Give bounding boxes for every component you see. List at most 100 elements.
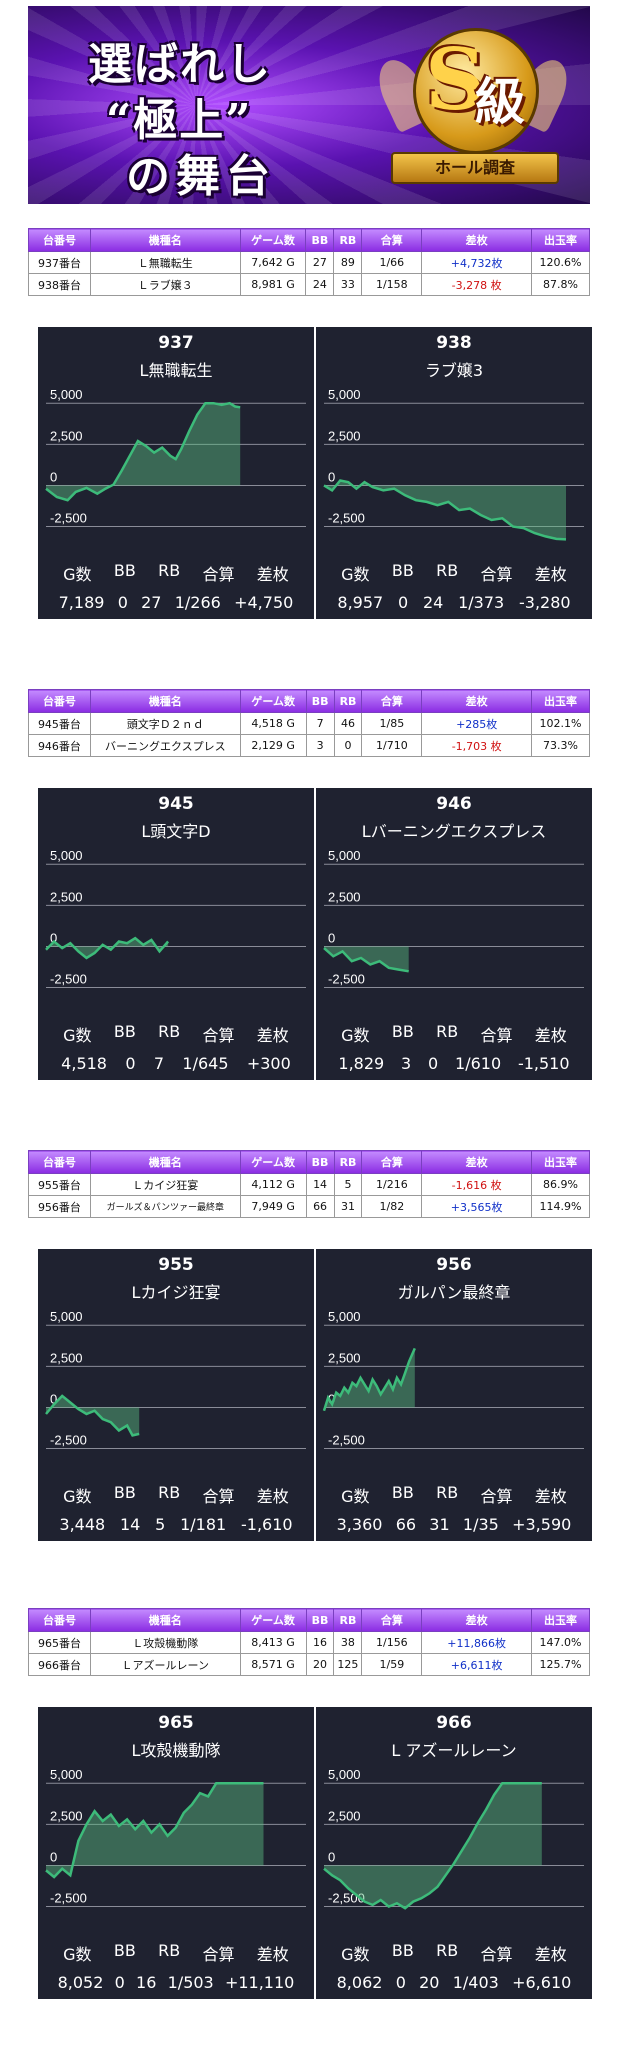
chart-machine-number: 937 bbox=[158, 333, 194, 353]
stat-header: RB bbox=[158, 1941, 181, 1960]
stat-value: 0 bbox=[428, 1054, 439, 1073]
slump-chart-card: 938 ラブ嬢3 5,000 2,500 0 -2,500 G数 BB RB 合算 差枚 8,957 0… bbox=[316, 327, 592, 619]
table-header-cell: BB bbox=[305, 228, 335, 252]
slump-area bbox=[324, 1348, 415, 1411]
stat-header: BB bbox=[391, 561, 414, 580]
slump-chart-card: 955 Lカイジ狂宴 5,000 2,500 0 -2,500 G数 BB RB 合算 差枚 3,44… bbox=[38, 1249, 314, 1541]
table-header-cell: 合算 bbox=[361, 228, 423, 252]
table-cell-rate: 120.6% bbox=[531, 251, 590, 274]
stat-value: +300 bbox=[246, 1054, 291, 1073]
table-header-cell: BB bbox=[305, 1608, 335, 1632]
stat-header: G数 bbox=[63, 1026, 92, 1045]
y-tick-label: -2,500 bbox=[50, 1891, 87, 1906]
table-cell-no: 937番台 bbox=[28, 251, 91, 274]
y-tick-label: 0 bbox=[50, 1391, 57, 1406]
table-cell-rate: 86.9% bbox=[531, 1173, 590, 1196]
table-cell-no: 945番台 bbox=[28, 712, 91, 735]
y-tick-label: 5,000 bbox=[50, 387, 83, 402]
slump-area bbox=[46, 938, 169, 958]
table-cell-rb: 0 bbox=[333, 734, 363, 757]
table-row: 966番台 Ｌアズールレーン 8,571 G 20 125 1/59 +6,611枚 125.… bbox=[28, 1653, 590, 1676]
slump-graph: 5,000 2,500 0 -2,500 bbox=[45, 848, 306, 989]
chart-machine-name: Lカイジ狂宴 bbox=[131, 1283, 221, 1302]
slump-graph: 5,000 2,500 0 -2,500 bbox=[45, 1309, 306, 1450]
y-tick-label: 5,000 bbox=[328, 1309, 361, 1324]
stat-header: 差枚 bbox=[256, 565, 289, 584]
stat-value: 1/610 bbox=[455, 1054, 502, 1073]
y-tick-label: 5,000 bbox=[50, 1767, 83, 1782]
stat-value: 8,052 bbox=[57, 1973, 104, 1992]
table-header-cell: 機種名 bbox=[89, 689, 241, 713]
chart-stats: G数 BB RB 合算 差枚 3,360 66 31 1/35 +3,590 bbox=[316, 1483, 592, 1534]
slump-graph: 5,000 2,500 0 -2,500 bbox=[322, 1309, 584, 1450]
table-header-cell: 機種名 bbox=[89, 1608, 241, 1632]
table-cell-rb: 5 bbox=[333, 1173, 363, 1196]
table-cell-rate: 102.1% bbox=[531, 712, 590, 735]
chart-machine-name: L頭文字D bbox=[141, 822, 211, 841]
table-cell-combined: 1/66 bbox=[361, 251, 423, 274]
table-cell-rb: 46 bbox=[333, 712, 363, 735]
table-cell-games: 8,571 G bbox=[239, 1653, 307, 1676]
chart-stats: G数 BB RB 合算 差枚 4,518 0 7 1/645 +300 bbox=[38, 1022, 314, 1073]
stat-header: 合算 bbox=[480, 1026, 513, 1045]
slump-area bbox=[46, 1395, 140, 1436]
table-cell-rate: 73.3% bbox=[531, 734, 590, 757]
stat-header: G数 bbox=[341, 565, 370, 584]
table-cell-rate: 87.8% bbox=[531, 273, 590, 296]
slump-line bbox=[45, 401, 241, 502]
slump-chart-card: 966 L アズールレーン 5,000 2,500 0 -2,500 G数 BB RB 合算 差枚 8… bbox=[316, 1707, 592, 1999]
table-cell-name: 頭文字Ｄ２ｎｄ bbox=[89, 712, 241, 735]
badge-s-letter: S bbox=[425, 30, 486, 129]
chart-machine-number: 956 bbox=[436, 1255, 472, 1275]
stat-header: BB bbox=[113, 1941, 136, 1960]
stat-value: 1/266 bbox=[174, 593, 221, 612]
hero-banner: 選ばれし “極上” の舞台 S 級 ホール調査 bbox=[28, 6, 590, 204]
table-header-cell: 台番号 bbox=[28, 689, 91, 713]
stat-header: G数 bbox=[341, 1945, 370, 1964]
table-cell-rate: 114.9% bbox=[531, 1195, 590, 1218]
stat-value: 8,062 bbox=[336, 1973, 383, 1992]
table-header-cell: ゲーム数 bbox=[239, 1608, 307, 1632]
chart-machine-name: L無職転生 bbox=[139, 361, 213, 380]
stat-value: -1,510 bbox=[517, 1054, 570, 1073]
y-tick-label: 2,500 bbox=[50, 889, 83, 904]
slump-area bbox=[324, 946, 409, 972]
y-tick-label: -2,500 bbox=[328, 511, 365, 526]
table-cell-name: Ｌカイジ狂宴 bbox=[89, 1173, 241, 1196]
table-header-cell: 出玉率 bbox=[531, 689, 590, 713]
table-row: 955番台 Ｌカイジ狂宴 4,112 G 14 5 1/216 -1,616 枚 86.9% bbox=[28, 1173, 590, 1196]
stat-value: 1/373 bbox=[458, 593, 505, 612]
stat-value: 1/645 bbox=[182, 1054, 229, 1073]
slump-graph: 5,000 2,500 0 -2,500 bbox=[323, 848, 584, 989]
y-tick-label: 0 bbox=[50, 469, 57, 484]
table-cell-name: Ｌアズールレーン bbox=[89, 1653, 241, 1676]
slump-graph: 5,000 2,500 0 -2,500 bbox=[45, 387, 306, 528]
stat-header: BB bbox=[391, 1483, 414, 1502]
y-tick-label: 0 bbox=[328, 1849, 335, 1864]
stat-header: RB bbox=[436, 1483, 459, 1502]
chart-machine-number: 965 bbox=[158, 1713, 194, 1733]
badge-kyu-letter: 級 bbox=[475, 72, 525, 131]
stat-header: 合算 bbox=[202, 565, 235, 584]
y-tick-label: 2,500 bbox=[50, 428, 83, 443]
stat-value: 0 bbox=[117, 593, 128, 612]
stat-header: BB bbox=[113, 1022, 136, 1041]
table-cell-rate: 125.7% bbox=[531, 1653, 590, 1676]
stat-header: 差枚 bbox=[256, 1945, 289, 1964]
table-header-cell: BB bbox=[305, 1150, 335, 1174]
table-cell-games: 2,129 G bbox=[239, 734, 307, 757]
y-tick-label: 0 bbox=[328, 1391, 335, 1406]
table-cell-games: 7,949 G bbox=[239, 1195, 307, 1218]
table-cell-games: 7,642 G bbox=[239, 251, 307, 274]
stat-header: BB bbox=[113, 1483, 136, 1502]
table-cell-diff: +285枚 bbox=[421, 712, 533, 735]
stat-value: 1/181 bbox=[180, 1515, 227, 1534]
y-tick-label: 0 bbox=[50, 1849, 57, 1864]
stat-header: BB bbox=[391, 1022, 414, 1041]
stat-header: 差枚 bbox=[534, 1945, 567, 1964]
stat-value: 31 bbox=[429, 1515, 450, 1534]
table-row: 965番台 Ｌ攻殻機動隊 8,413 G 16 38 1/156 +11,866枚 147.0… bbox=[28, 1631, 590, 1654]
chart-stats: G数 BB RB 合算 差枚 7,189 0 27 1/266 +4,750 bbox=[38, 561, 314, 612]
stat-header: 合算 bbox=[480, 1487, 513, 1506]
table-cell-no: 938番台 bbox=[28, 273, 91, 296]
